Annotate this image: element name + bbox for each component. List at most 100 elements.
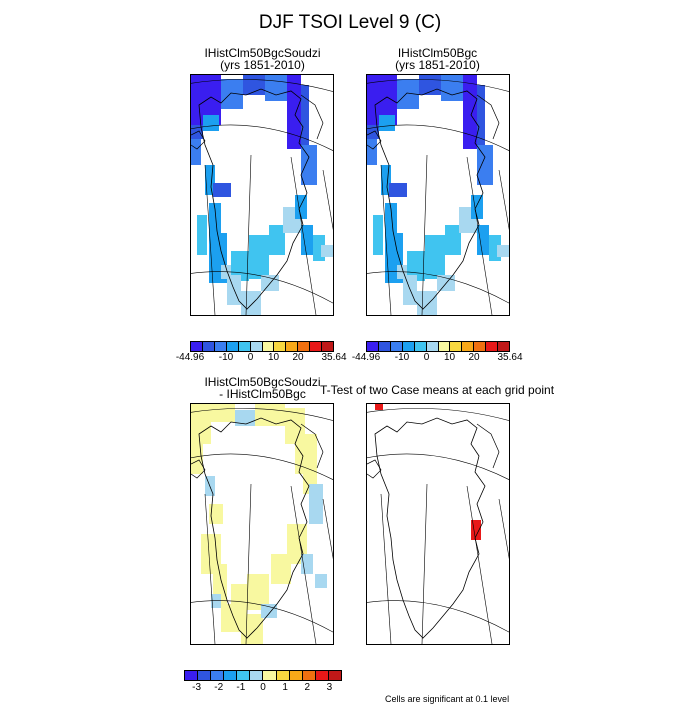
grid-cell (265, 75, 287, 101)
colorbar-tick-label: 35.64 (321, 352, 347, 363)
coastline (198, 88, 310, 310)
grid-cell (417, 291, 437, 315)
colorbar-tick-label: 20 (292, 352, 304, 363)
grid-cell (441, 75, 463, 101)
colorbar-swatch (298, 342, 311, 351)
colorbar-swatch (426, 342, 439, 351)
colorbar-tick-label: -44.96 (175, 352, 205, 363)
coastline (300, 94, 324, 140)
map-svg (191, 75, 333, 315)
grid-cell (397, 79, 419, 109)
colorbar-swatch (378, 342, 391, 351)
colorbar-swatch (310, 342, 323, 351)
colorbar-swatch (202, 342, 215, 351)
grid-cell (295, 444, 305, 474)
panel-title-line1: IHistClm50Bgc (397, 46, 478, 60)
map-svg (191, 404, 333, 644)
colorbar-swatch (474, 342, 487, 351)
map-panel-top-right (366, 74, 510, 316)
colorbar-tick-label: 0 (423, 352, 430, 363)
colorbar-tick-label: 3 (326, 682, 333, 693)
colorbar-swatch (226, 342, 239, 351)
colorbar-swatch (224, 671, 238, 680)
graticule (367, 79, 509, 315)
grid-cell (373, 215, 383, 255)
coastline (374, 88, 486, 310)
map-svg (367, 75, 509, 315)
grid-cell (269, 225, 285, 255)
colorbar-swatch (250, 342, 263, 351)
grid-cell (367, 139, 377, 165)
map-panel-bottom-left (190, 403, 334, 645)
map-svg (367, 404, 509, 644)
colorbar-swatch (315, 671, 329, 680)
colorbar-tick-label: -44.96 (351, 352, 381, 363)
colorbar-tick-label: 0 (247, 352, 254, 363)
figure-title: DJF TSOI Level 9 (C) (258, 12, 442, 33)
colorbar-swatch (390, 342, 403, 351)
panel-title-line1: IHistClm50BgcSoudzi (204, 375, 321, 389)
graticule (191, 408, 333, 644)
colorbar-swatch (367, 342, 379, 351)
colorbar-swatch (302, 671, 316, 680)
grid-cell (321, 245, 333, 257)
colorbar-tick-label: -3 (192, 682, 202, 693)
colorbar-swatch (462, 342, 475, 351)
colorbar-swatch (328, 671, 341, 680)
grid-cell (301, 85, 309, 145)
colorbar-ticks-difference: -3 -2 -1 0 1 2 3 (184, 682, 342, 694)
grid-cell (209, 203, 221, 233)
coastline (191, 459, 206, 479)
grid-cell (285, 408, 305, 444)
grid-cell (211, 594, 221, 608)
grid-cell (255, 404, 285, 426)
grid-cell (397, 265, 407, 279)
grid-cell (497, 245, 509, 257)
colorbar-tick-label: -10 (218, 352, 234, 363)
coastline (367, 459, 382, 479)
colorbar-swatch (238, 342, 251, 351)
map-panel-top-left (190, 74, 334, 316)
grid-cell (385, 203, 397, 233)
significant-cell (471, 520, 481, 540)
map-panel-bottom-right (366, 403, 510, 645)
grid-cell (379, 115, 395, 131)
grid-cell (463, 75, 477, 109)
grid-cell (213, 183, 231, 197)
grid-cell (301, 225, 313, 255)
grid-cell (197, 215, 207, 255)
colorbar-tick-label: 2 (304, 682, 311, 693)
colorbar-swatch (438, 342, 451, 351)
coastline (476, 94, 500, 140)
grid-cell (271, 554, 291, 584)
grid-cell (287, 75, 301, 109)
colorbar-swatch (237, 671, 251, 680)
panel-title-top-left: IHistClm50BgcSoudzi (yrs 1851-2010) (180, 47, 345, 71)
grid-cell (209, 504, 223, 524)
colorbar-swatch (250, 671, 264, 680)
colorbar-swatch (262, 342, 275, 351)
grid-cell (381, 165, 391, 195)
colorbar-swatch (191, 342, 203, 351)
grid-cell (445, 225, 461, 255)
grid-cell (191, 404, 211, 444)
graticule (367, 408, 509, 644)
panel-title-line2: (yrs 1851-2010) (220, 58, 305, 72)
colorbar-swatch (289, 671, 303, 680)
grid-cells (191, 404, 327, 644)
grid-cell (407, 251, 425, 281)
grid-cell (249, 235, 269, 279)
grid-cell (309, 484, 323, 524)
significance-footnote: Cells are significant at 0.1 level (385, 694, 510, 704)
panel-title-line1: T-Test of two Case means at each grid po… (319, 383, 555, 397)
grid-cell (221, 79, 243, 109)
colorbar-tick-label: 10 (443, 352, 456, 363)
colorbar-swatch (198, 671, 212, 680)
colorbar-swatch (274, 342, 287, 351)
coastline (191, 130, 206, 150)
colorbar-swatch (286, 342, 299, 351)
colorbar-tick-label: 35.64 (497, 352, 523, 363)
colorbar-tick-label: 0 (260, 682, 266, 693)
panel-title-bottom-left: IHistClm50BgcSoudzi - IHistClm50Bgc (180, 376, 345, 400)
colorbar-swatch (322, 342, 334, 351)
